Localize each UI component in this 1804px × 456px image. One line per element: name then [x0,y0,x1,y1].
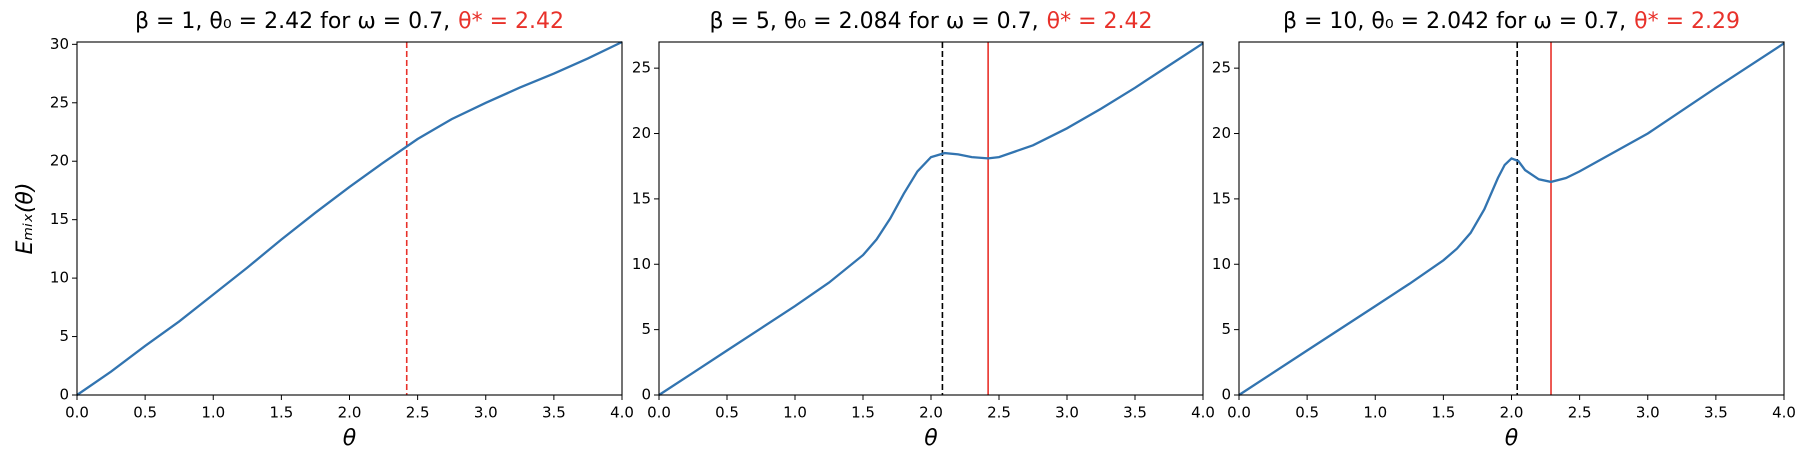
x-tick-label: 0.5 [1295,404,1319,422]
x-tick-label: 3.5 [1704,404,1728,422]
x-tick-label: 3.5 [1123,404,1147,422]
title-text: β = 10, θ₀ = 2.042 for ω = 0.7, [1283,9,1626,34]
x-axis-label: θ [343,426,357,451]
x-tick-label: 0.0 [65,404,89,422]
plot-frame [76,41,623,396]
x-tick-label: 0.5 [715,404,739,422]
plot-frame [658,41,1204,396]
x-tick-label: 3.5 [542,404,566,422]
x-tick-label: 2.0 [1500,404,1524,422]
y-tick-label: 0 [641,386,651,404]
y-tick-label: 10 [1212,255,1231,273]
x-tick-label: 3.0 [1055,404,1079,422]
x-tick-label: 4.0 [610,404,634,422]
x-tick-label: 1.0 [783,404,807,422]
title-highlight: θ* = 2.42 [458,9,564,34]
title-text: β = 5, θ₀ = 2.084 for ω = 0.7, [709,9,1038,34]
x-axis-label: θ [924,426,938,451]
x-tick-label: 1.5 [1431,404,1455,422]
x-tick-label: 2.0 [919,404,943,422]
x-tick-label: 0.0 [1227,404,1251,422]
y-tick-label: 25 [50,93,69,111]
chart-title: β = 5, θ₀ = 2.084 for ω = 0.7, θ* = 2.42 [709,9,1152,34]
x-tick-label: 1.5 [851,404,875,422]
y-axis-label: Eₘᵢₓ(θ) [13,183,38,255]
y-tick-label: 25 [632,59,651,77]
x-tick-label: 0.0 [647,404,671,422]
y-tick-label: 20 [50,152,69,170]
data-line [76,40,623,396]
x-tick-label: 2.5 [1568,404,1592,422]
x-tick-label: 2.5 [987,404,1011,422]
x-tick-label: 4.0 [1191,404,1215,422]
y-tick-label: 5 [1221,320,1231,338]
y-tick-label: 20 [632,124,651,142]
x-axis-label: θ [1505,426,1519,451]
y-tick-label: 15 [1212,189,1231,207]
title-highlight: θ* = 2.42 [1047,9,1153,34]
title-highlight: θ* = 2.29 [1634,9,1740,34]
x-tick-label: 1.0 [1363,404,1387,422]
y-tick-label: 5 [59,327,69,345]
y-tick-label: 5 [641,320,651,338]
y-tick-label: 15 [50,210,69,228]
y-tick-label: 20 [1212,124,1231,142]
chart-title: β = 1, θ₀ = 2.42 for ω = 0.7, θ* = 2.42 [135,9,564,34]
y-tick-label: 10 [50,269,69,287]
data-line [658,42,1204,396]
x-tick-label: 0.5 [133,404,157,422]
y-tick-label: 25 [1212,59,1231,77]
title-text: β = 1, θ₀ = 2.42 for ω = 0.7, [135,9,450,34]
x-tick-label: 3.0 [1636,404,1660,422]
y-tick-label: 15 [632,189,651,207]
y-tick-label: 10 [632,255,651,273]
y-tick-label: 0 [59,386,69,404]
y-tick-label: 0 [1221,386,1231,404]
x-tick-label: 3.0 [474,404,498,422]
x-tick-label: 2.0 [338,404,362,422]
x-tick-label: 1.0 [201,404,225,422]
plot-frame [1238,41,1785,396]
data-line [1238,42,1785,396]
chart-title: β = 10, θ₀ = 2.042 for ω = 0.7, θ* = 2.29 [1283,9,1740,34]
x-tick-label: 1.5 [269,404,293,422]
y-tick-label: 30 [50,35,69,53]
x-tick-label: 4.0 [1772,404,1796,422]
x-tick-label: 2.5 [406,404,430,422]
